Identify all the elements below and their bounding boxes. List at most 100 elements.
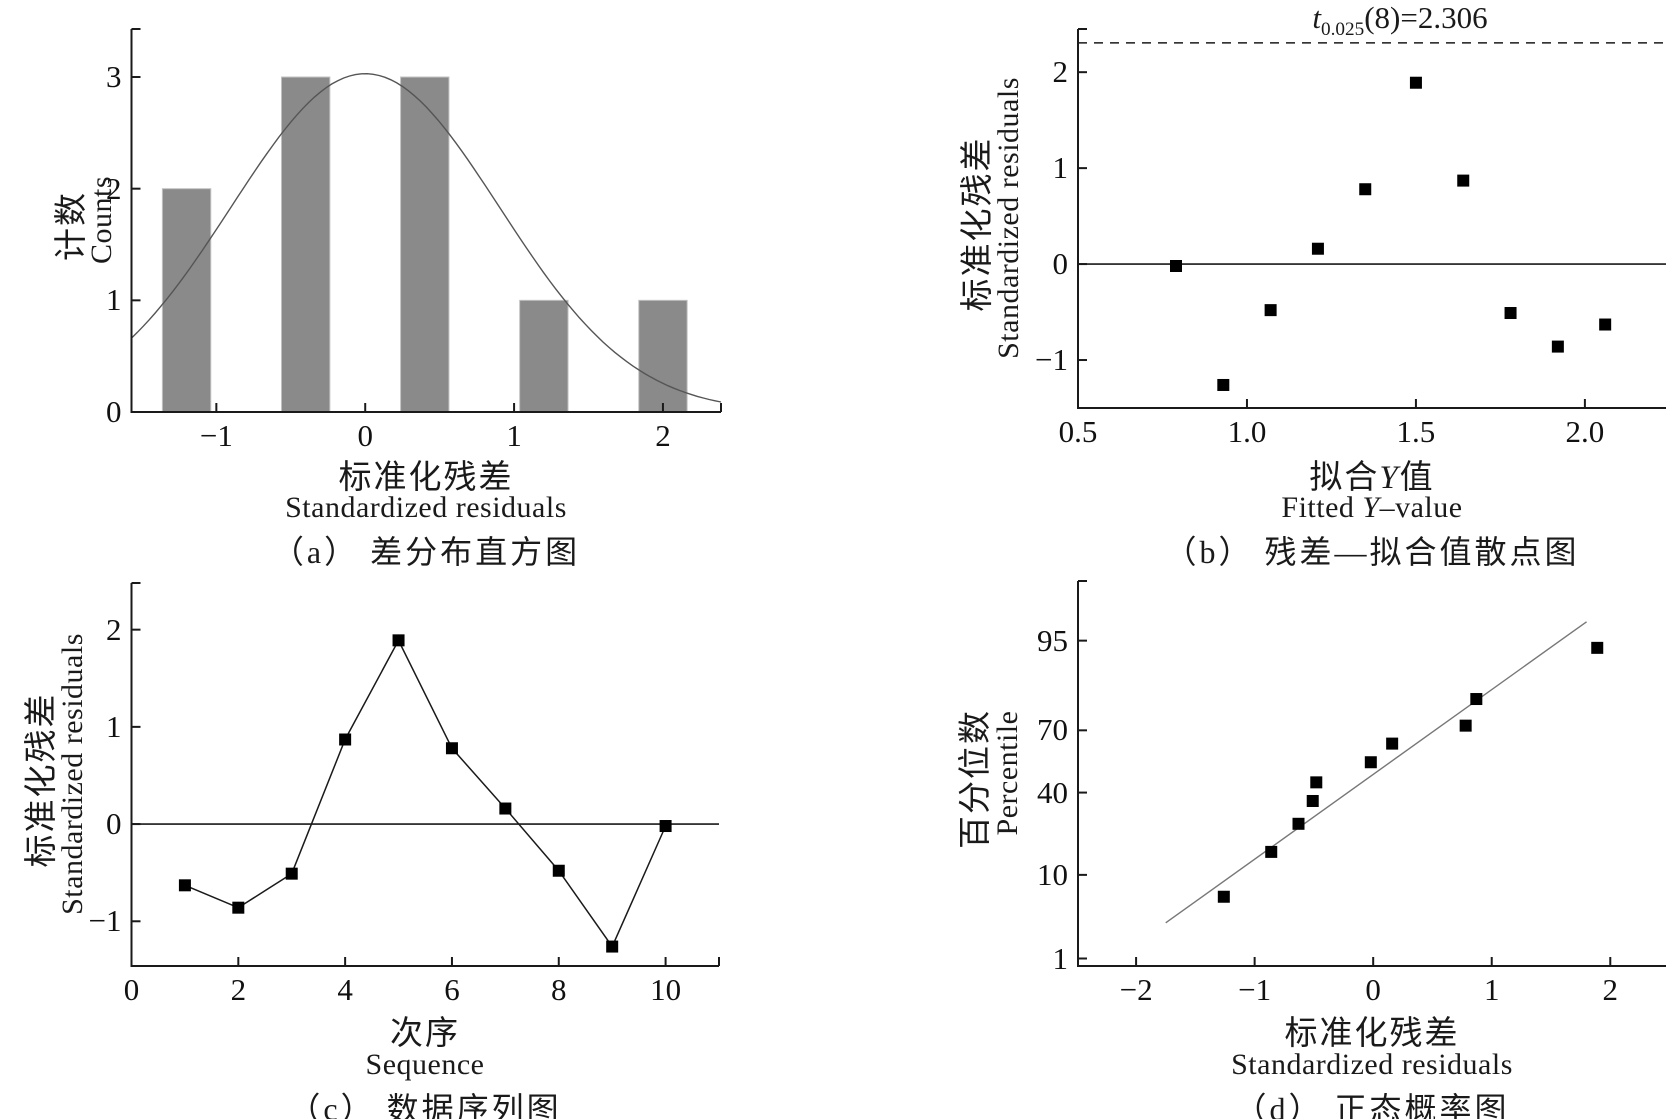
panel-d-x-tick-label: −1 (1238, 972, 1272, 1007)
scatter-point (1311, 242, 1324, 255)
panel-d-x-tick-label: 2 (1602, 972, 1619, 1007)
probability-point (1591, 641, 1604, 654)
scatter-point (1599, 318, 1612, 331)
xlabel-zh-var: Y (1379, 460, 1400, 496)
probability-point (1265, 845, 1278, 858)
panel-b-title: t0.025(8)=2.306 (1100, 0, 1670, 41)
panel-c-xlabel-en: Sequence (365, 1048, 485, 1081)
scatter-point (1409, 76, 1422, 89)
scatter-point (1359, 183, 1372, 196)
panel-a-x-tick-label: 2 (655, 418, 671, 453)
panel-a-y-tick-label: 3 (106, 59, 122, 94)
panel-b-axes (1077, 29, 1666, 409)
sequence-point (445, 742, 458, 755)
panel-d-ylabel-en: Percentile (991, 710, 1024, 836)
panel-c-y-tick-label: 0 (106, 806, 122, 842)
sequence-point (232, 901, 245, 914)
panel-d-xlabel-en: Standardized residuals (1231, 1048, 1513, 1081)
panel-b-y-tick-label: 1 (1052, 150, 1069, 186)
panel-a-x-tick-label: 0 (357, 418, 373, 453)
panel-b-x-tick-label: 1.0 (1227, 414, 1267, 449)
panel-d-y-tick-label: 95 (1037, 622, 1068, 658)
histogram-bar (400, 76, 450, 413)
xlabel-en-post: –value (1379, 491, 1463, 524)
panel-b-y-tick-label: 0 (1052, 246, 1069, 282)
panel-d-y-tick-label: 40 (1037, 774, 1068, 810)
sequence-point (499, 802, 512, 815)
panel-a-xlabel-zh: 标准化残差 (338, 460, 514, 496)
panel-d-caption: （d） 正态概率图 (1234, 1091, 1510, 1119)
normality-reference-line (1165, 621, 1587, 924)
panel-c-x-tick-label: 6 (444, 972, 460, 1007)
panel-b-y-tick-label: 2 (1052, 54, 1069, 90)
panel-d-x-tick-label: 0 (1365, 972, 1381, 1007)
scatter-point (1504, 307, 1517, 320)
panel-a-y-tick-label: 1 (106, 282, 122, 318)
panel-d-axes (1077, 581, 1666, 967)
panel-a-x-tick-label: 1 (506, 418, 522, 453)
panel-c-caption: （c） 数据序列图 (288, 1091, 562, 1119)
t-statistic-symbol: t (1312, 0, 1321, 35)
sequence-line (184, 638, 667, 949)
panel-a-xlabel-en: Standardized residuals (285, 491, 567, 524)
probability-point (1292, 817, 1305, 830)
sequence-point (392, 634, 405, 647)
normal-curve (131, 72, 722, 403)
xlabel-en-var: Y (1362, 491, 1380, 524)
probability-point (1364, 756, 1377, 769)
sequence-point (552, 864, 565, 877)
histogram-bar (280, 76, 331, 413)
panel-d-y-tick-label: 70 (1037, 712, 1068, 748)
scatter-point (1551, 340, 1564, 353)
panel-b-caption: （b） 残差—拟合值散点图 (1164, 534, 1580, 570)
panel-a-y-tick-label: 2 (106, 170, 122, 206)
panel-b-xlabel-en: Fitted Y–value (1072, 491, 1670, 525)
probability-point (1310, 776, 1323, 789)
panel-b-x-tick-label: 1.5 (1396, 414, 1436, 449)
scatter-point (1170, 259, 1182, 272)
probability-point (1459, 719, 1472, 732)
panel-c-y-tick-label: −1 (88, 903, 122, 939)
panel-d-xlabel-zh: 标准化残差 (1284, 1016, 1460, 1052)
panel-d-y-tick-label: 10 (1037, 856, 1068, 892)
panel-b-x-tick-label: 0.5 (1058, 414, 1098, 449)
sequence-point (285, 867, 298, 880)
panel-c-axes (130, 583, 719, 967)
probability-point (1217, 890, 1230, 903)
panel-c-xlabel-zh: 次序 (390, 1016, 460, 1052)
panel-b-x-tick-label: 2.0 (1565, 414, 1605, 449)
probability-point (1386, 737, 1399, 750)
panel-d-x-tick-label: 1 (1483, 972, 1500, 1007)
t-statistic-subscript: 0.025 (1321, 19, 1365, 41)
sequence-point (178, 879, 191, 892)
panel-b-xlabel-zh: 拟合Y值 (1072, 450, 1670, 498)
probability-point (1470, 693, 1483, 706)
panel-b-y-tick-label: −1 (1035, 342, 1068, 378)
panel-c-x-tick-label: 4 (337, 972, 353, 1007)
panel-a-x-tick-label: −1 (199, 418, 233, 453)
panel-a-caption: （a） 差分布直方图 (271, 534, 581, 570)
probability-point (1306, 794, 1319, 807)
histogram-bar (638, 299, 688, 413)
panel-d-y-tick-label: 1 (1052, 940, 1069, 976)
sequence-point (606, 940, 619, 953)
t-statistic-value: (8)=2.306 (1364, 0, 1488, 35)
panel-a-y-tick-label: 0 (106, 394, 122, 429)
sequence-point (339, 733, 352, 746)
panel-c-x-tick-label: 2 (230, 972, 247, 1007)
xlabel-en-pre: Fitted (1281, 491, 1363, 524)
histogram-bar (161, 188, 212, 413)
xlabel-zh-post: 值 (1399, 460, 1435, 496)
scatter-point (1264, 304, 1277, 317)
panel-c-x-tick-label: 8 (551, 972, 567, 1007)
scatter-point (1457, 174, 1470, 187)
panel-c-y-tick-label: 1 (106, 708, 122, 744)
panel-c-y-tick-label: 2 (106, 611, 122, 647)
panel-d-x-tick-label: −2 (1119, 972, 1153, 1007)
panel-c-x-tick-label: 0 (123, 972, 140, 1007)
sequence-point (659, 820, 672, 833)
histogram-bar (519, 299, 569, 413)
panel-c-x-tick-label: 10 (650, 972, 682, 1007)
